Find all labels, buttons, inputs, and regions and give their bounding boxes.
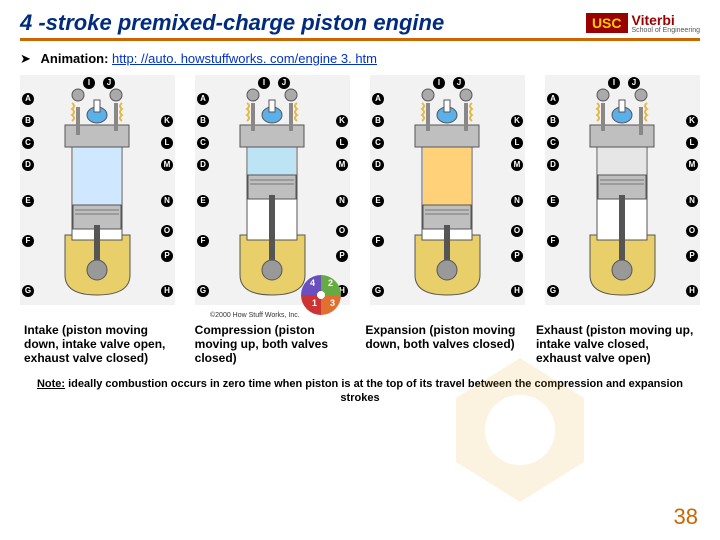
- label-dot: N: [686, 195, 698, 207]
- label-dot: P: [511, 250, 523, 262]
- label-dot: L: [686, 137, 698, 149]
- label-dot: G: [22, 285, 34, 297]
- label-dot: H: [511, 285, 523, 297]
- label-dot: G: [197, 285, 209, 297]
- caption-exhaust: Exhaust (piston moving up, intake valve …: [532, 323, 700, 365]
- label-dot: D: [22, 159, 34, 171]
- caption-intake: Intake (piston moving down, intake valve…: [20, 323, 188, 365]
- svg-text:3: 3: [330, 298, 335, 308]
- watermark-icon: [440, 350, 600, 510]
- label-dot: O: [511, 225, 523, 237]
- engine-diagram: ABCD E F G KLM N O P H IJ: [545, 75, 700, 305]
- label-dot: I: [83, 77, 95, 89]
- label-dot: G: [372, 285, 384, 297]
- label-dot: C: [372, 137, 384, 149]
- label-dot: O: [161, 225, 173, 237]
- label-dot: I: [258, 77, 270, 89]
- label-dot: H: [686, 285, 698, 297]
- label-dot: E: [22, 195, 34, 207]
- label-dot: K: [511, 115, 523, 127]
- label-dot: L: [161, 137, 173, 149]
- logo-viterbi: Viterbi: [632, 13, 701, 27]
- logo-usc: USC: [586, 13, 628, 33]
- cycle-wheel: 2 3 1 4: [300, 274, 342, 316]
- page-number: 38: [674, 504, 698, 530]
- label-dot: A: [22, 93, 34, 105]
- label-dot: D: [372, 159, 384, 171]
- label-dot: M: [161, 159, 173, 171]
- svg-text:1: 1: [312, 298, 317, 308]
- label-dot: C: [197, 137, 209, 149]
- label-dot: P: [336, 250, 348, 262]
- label-dot: J: [278, 77, 290, 89]
- caption-compression: Compression (piston moving up, both valv…: [191, 323, 359, 365]
- engine-row: ABCDEFGKLMNOPHIJ ABCDEFGKLMNOPHIJ: [20, 75, 700, 305]
- note-label: Note:: [37, 378, 65, 390]
- label-dot: I: [608, 77, 620, 89]
- logo-sub: School of Engineering: [632, 27, 701, 34]
- label-dot: N: [511, 195, 523, 207]
- captions-row: Intake (piston moving down, intake valve…: [20, 323, 700, 365]
- label-dot: A: [547, 93, 559, 105]
- label-dot: A: [197, 93, 209, 105]
- label-dot: M: [686, 159, 698, 171]
- copyright: ©2000 How Stuff Works, Inc.: [210, 312, 300, 319]
- slide-title: 4 -stroke premixed-charge piston engine: [20, 10, 444, 36]
- label-dot: C: [547, 137, 559, 149]
- animation-link[interactable]: http: //auto. howstuffworks. com/engine …: [112, 51, 377, 66]
- label-dot: N: [161, 195, 173, 207]
- label-dot: F: [372, 235, 384, 247]
- svg-text:2: 2: [328, 278, 333, 288]
- label-dot: E: [372, 195, 384, 207]
- label-dot: A: [372, 93, 384, 105]
- label-dot: J: [453, 77, 465, 89]
- label-dot: F: [547, 235, 559, 247]
- svg-text:4: 4: [310, 278, 315, 288]
- label-dot: P: [686, 250, 698, 262]
- label-dot: L: [511, 137, 523, 149]
- label-dot: P: [161, 250, 173, 262]
- label-dot: J: [103, 77, 115, 89]
- label-dot: K: [686, 115, 698, 127]
- label-dot: H: [161, 285, 173, 297]
- label-dot: N: [336, 195, 348, 207]
- label-dot: G: [547, 285, 559, 297]
- usc-logo: USC Viterbi School of Engineering: [586, 13, 700, 34]
- label-dot: M: [511, 159, 523, 171]
- label-dot: E: [547, 195, 559, 207]
- header: 4 -stroke premixed-charge piston engine …: [20, 10, 700, 41]
- label-dot: D: [197, 159, 209, 171]
- bullet-label: Animation:: [41, 51, 109, 66]
- bullet-icon: ➤: [20, 51, 31, 66]
- label-dot: I: [433, 77, 445, 89]
- label-dot: J: [628, 77, 640, 89]
- label-dot: E: [197, 195, 209, 207]
- label-dot: K: [161, 115, 173, 127]
- label-dot: B: [372, 115, 384, 127]
- engine-diagram: ABCDEFGKLMNOPHIJ: [195, 75, 350, 305]
- label-dot: O: [336, 225, 348, 237]
- label-dot: F: [22, 235, 34, 247]
- label-dot: C: [22, 137, 34, 149]
- label-dot: B: [22, 115, 34, 127]
- label-dot: B: [547, 115, 559, 127]
- note-text: ideally combustion occurs in zero time w…: [68, 378, 683, 404]
- label-dot: O: [686, 225, 698, 237]
- label-dot: D: [547, 159, 559, 171]
- label-dot: K: [336, 115, 348, 127]
- caption-expansion: Expansion (piston moving down, both valv…: [361, 323, 529, 365]
- label-dot: B: [197, 115, 209, 127]
- label-dot: M: [336, 159, 348, 171]
- animation-bullet: ➤ Animation: http: //auto. howstuffworks…: [20, 51, 700, 67]
- engine-diagram: ABCD E F G KLM N O P H IJ: [370, 75, 525, 305]
- label-dot: L: [336, 137, 348, 149]
- engine-diagram: ABCD E F G KLM N O P H IJ: [20, 75, 175, 305]
- note: Note: ideally combustion occurs in zero …: [20, 377, 700, 406]
- label-dot: F: [197, 235, 209, 247]
